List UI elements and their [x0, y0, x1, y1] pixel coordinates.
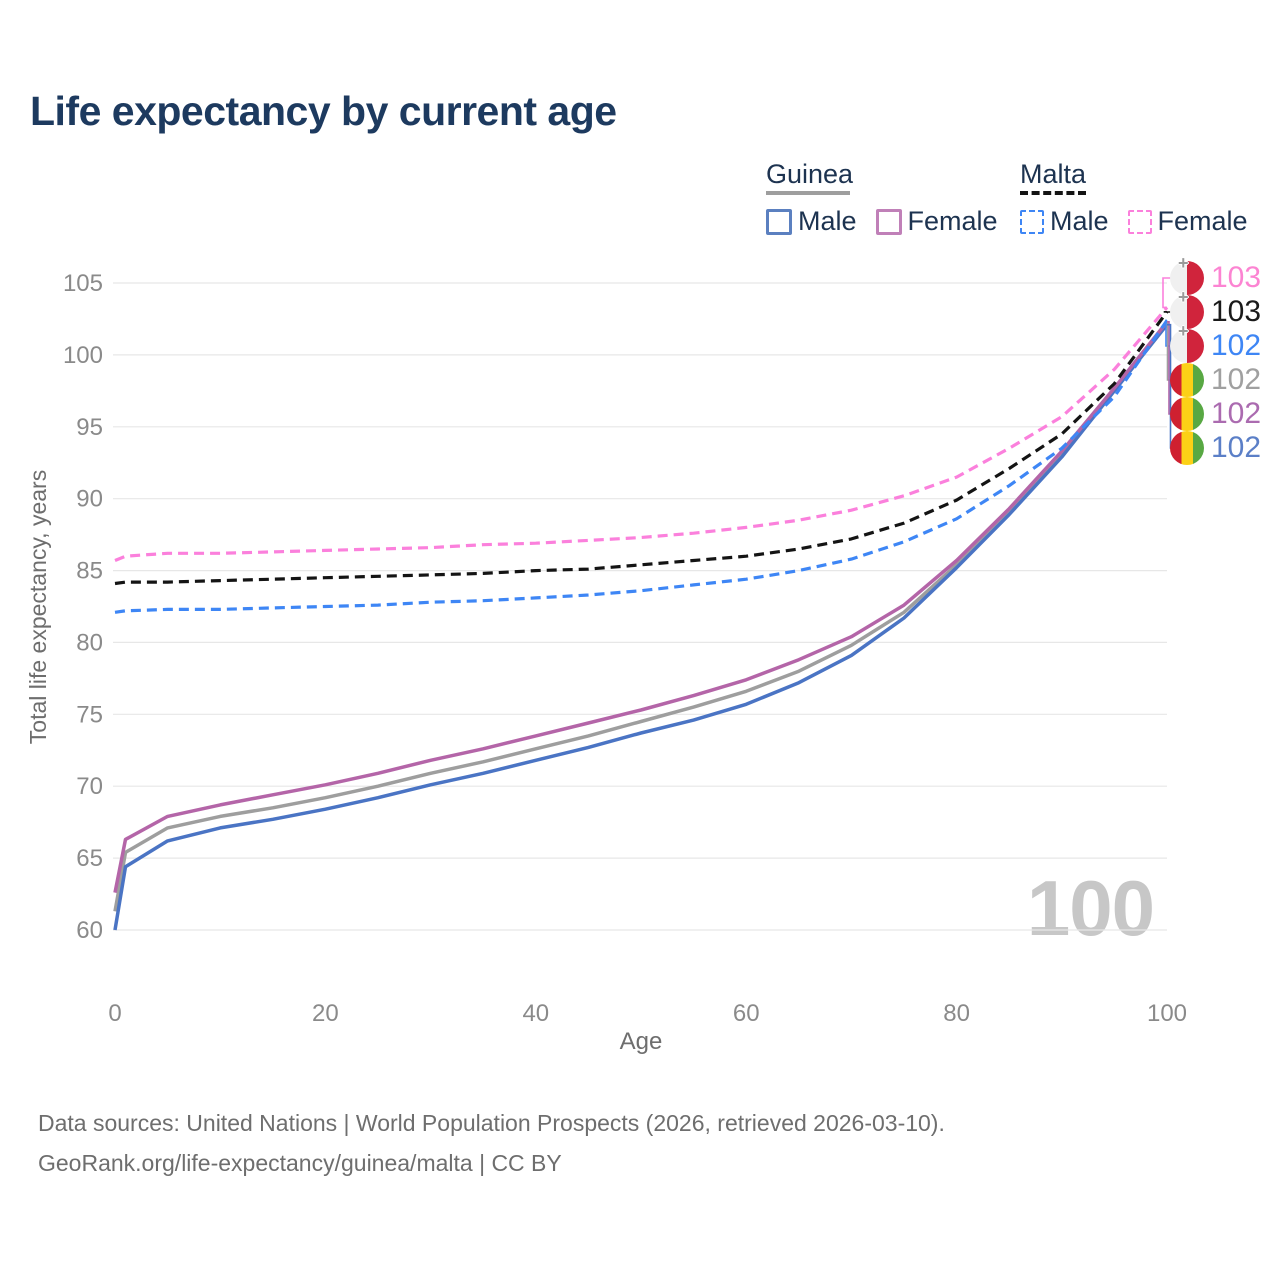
malta-cross-icon: +	[1178, 287, 1189, 308]
guinea-all-series-swatch	[766, 191, 850, 195]
legend-country-guinea-label: Guinea	[766, 159, 853, 189]
end-label-guinea_all: 102	[1170, 362, 1261, 398]
end-label-guinea_male: 102	[1170, 430, 1261, 466]
end-label-value: 102	[1211, 362, 1261, 398]
guinea-flag-icon	[1170, 397, 1204, 431]
malta-female-swatch	[1128, 210, 1152, 234]
malta-cross-icon: +	[1178, 321, 1189, 342]
end-label-value: 103	[1211, 294, 1261, 330]
legend-country-malta-label: Malta	[1020, 159, 1086, 189]
malta-all-series-swatch	[1020, 191, 1086, 195]
x-tick-label: 40	[522, 1000, 549, 1027]
page-title: Life expectancy by current age	[30, 88, 617, 135]
legend-item-guinea-female[interactable]: Female	[876, 206, 998, 237]
y-tick-label: 80	[76, 629, 103, 656]
x-tick-label: 60	[733, 1000, 760, 1027]
y-tick-label: 75	[76, 701, 103, 728]
legend-item-guinea-male-label: Male	[798, 206, 857, 237]
y-tick-label: 100	[63, 342, 103, 369]
series-line-malta_female[interactable]	[115, 307, 1167, 560]
guinea-flag-icon	[1170, 431, 1204, 465]
malta-male-swatch	[1020, 210, 1044, 234]
guinea-female-swatch	[876, 209, 902, 235]
malta-cross-icon: +	[1178, 253, 1189, 274]
x-tick-label: 100	[1147, 1000, 1187, 1027]
legend-item-malta-male-label: Male	[1050, 206, 1109, 237]
legend-group-guinea: Guinea Male Female	[766, 160, 998, 237]
x-axis-title: Age	[620, 1028, 663, 1055]
guinea-male-swatch	[766, 209, 792, 235]
x-tick-label: 20	[312, 1000, 339, 1027]
x-tick-label: 80	[943, 1000, 970, 1027]
end-label-malta_male: +102	[1170, 328, 1261, 364]
legend-item-guinea-female-label: Female	[908, 206, 998, 237]
end-label-value: 102	[1211, 396, 1261, 432]
y-tick-label: 85	[76, 558, 103, 585]
y-tick-label: 95	[76, 414, 103, 441]
y-tick-label: 60	[76, 917, 103, 944]
legend-item-malta-male[interactable]: Male	[1020, 206, 1109, 237]
end-label-value: 103	[1211, 260, 1261, 296]
attribution-line: GeoRank.org/life-expectancy/guinea/malta…	[38, 1143, 945, 1183]
malta-flag-icon: +	[1170, 329, 1204, 363]
legend-item-malta-female-label: Female	[1158, 206, 1248, 237]
data-sources-line: Data sources: United Nations | World Pop…	[38, 1103, 945, 1143]
guinea-flag-icon	[1170, 363, 1204, 397]
end-label-value: 102	[1211, 328, 1261, 364]
legend-item-malta-female[interactable]: Female	[1128, 206, 1248, 237]
y-axis-title: Total life expectancy, years	[25, 470, 51, 744]
footer: Data sources: United Nations | World Pop…	[38, 1103, 945, 1183]
y-tick-label: 70	[76, 773, 103, 800]
y-tick-label: 105	[63, 270, 103, 297]
end-label-value: 102	[1211, 430, 1261, 466]
legend-group-malta: Malta Male Female	[1020, 160, 1248, 237]
legend-country-guinea[interactable]: Guinea	[766, 160, 998, 195]
series-line-malta_all[interactable]	[115, 312, 1167, 584]
x-tick-label: 0	[108, 1000, 121, 1027]
legend-item-guinea-male[interactable]: Male	[766, 206, 857, 237]
series-line-malta_male[interactable]	[115, 320, 1167, 612]
end-label-guinea_female: 102	[1170, 396, 1261, 432]
series-line-guinea_all[interactable]	[115, 323, 1167, 911]
series-line-guinea_male[interactable]	[115, 325, 1167, 930]
y-tick-label: 65	[76, 845, 103, 872]
legend-country-malta[interactable]: Malta	[1020, 160, 1248, 195]
y-tick-label: 90	[76, 486, 103, 513]
